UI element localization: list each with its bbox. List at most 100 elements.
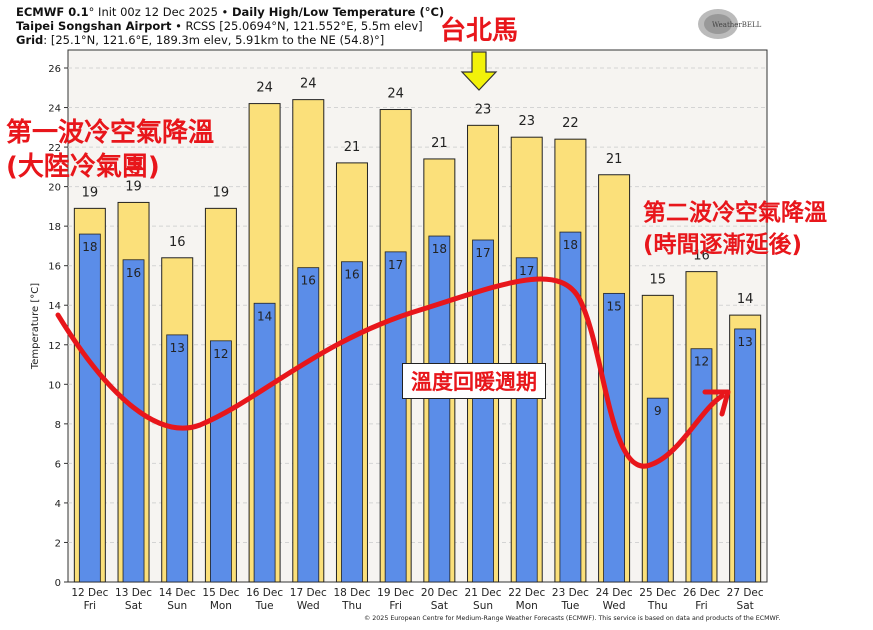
low-bar xyxy=(122,259,145,583)
model-deg: ° xyxy=(88,5,95,19)
x-tick-weekday: Sun xyxy=(473,600,493,612)
x-tick-label: 24 Dec xyxy=(596,587,633,599)
low-bar xyxy=(603,292,625,583)
x-tick-label: 15 Dec xyxy=(202,587,239,599)
init-time: Init 00z 12 Dec 2025 • xyxy=(94,5,232,19)
x-tick-label: 16 Dec xyxy=(246,587,283,599)
low-bar xyxy=(78,233,101,583)
low-label: 18 xyxy=(563,238,578,252)
low-label: 16 xyxy=(344,268,359,282)
low-label: 12 xyxy=(213,347,228,361)
high-label: 24 xyxy=(300,77,317,92)
low-label: 9 xyxy=(654,404,662,418)
x-tick-weekday: Sat xyxy=(431,600,448,612)
chart-title-line2: Taipei Songshan Airport • RCSS [25.0694°… xyxy=(16,19,423,33)
x-tick-label: 22 Dec xyxy=(508,587,545,599)
y-axis-label: Temperature [°C] xyxy=(30,283,41,370)
x-tick-weekday: Sat xyxy=(737,600,754,612)
high-label: 24 xyxy=(256,81,273,96)
x-tick-weekday: Fri xyxy=(84,600,97,612)
x-tick-weekday: Wed xyxy=(297,600,320,612)
high-label: 23 xyxy=(518,114,535,129)
high-label: 14 xyxy=(737,292,754,307)
x-tick-label: 27 Dec xyxy=(727,587,764,599)
low-label: 17 xyxy=(388,258,403,272)
low-bar xyxy=(646,397,669,583)
chart-title: Daily High/Low Temperature (°C) xyxy=(232,5,445,19)
high-label: 21 xyxy=(431,136,448,151)
low-bar xyxy=(559,231,582,583)
high-label: 19 xyxy=(82,185,99,200)
x-tick-label: 14 Dec xyxy=(159,587,196,599)
low-bar xyxy=(166,334,189,583)
grid-label: Grid xyxy=(16,33,44,47)
grid-info: : [25.1°N, 121.6°E, 189.3m elev, 5.91km … xyxy=(43,33,385,47)
low-bar xyxy=(297,267,320,583)
weatherbell-logo: WeatherBELL xyxy=(696,6,766,42)
x-tick-weekday: Sat xyxy=(125,600,142,612)
high-label: 21 xyxy=(606,152,623,167)
y-tick-label: 20 xyxy=(48,183,61,194)
low-label: 13 xyxy=(170,341,185,355)
low-label: 12 xyxy=(694,355,709,369)
low-label: 18 xyxy=(82,240,97,254)
marathon-annotation: 台北馬 xyxy=(440,16,519,46)
high-label: 19 xyxy=(213,185,230,200)
low-bar xyxy=(341,261,363,583)
copyright-credit: © 2025 European Centre for Medium-Range … xyxy=(364,615,781,622)
warm-period-annotation: 溫度回暖週期 xyxy=(402,363,546,399)
x-tick-weekday: Thu xyxy=(647,600,668,612)
x-tick-label: 17 Dec xyxy=(290,587,327,599)
low-label: 18 xyxy=(432,242,447,256)
high-label: 21 xyxy=(344,140,361,155)
chart-title-line3: Grid: [25.1°N, 121.6°E, 189.3m elev, 5.9… xyxy=(16,33,384,47)
wave1-annotation-line2: (大陸冷氣團) xyxy=(6,152,160,182)
high-label: 22 xyxy=(562,116,579,131)
x-tick-weekday: Fri xyxy=(695,600,708,612)
low-label: 17 xyxy=(475,246,490,260)
low-bar xyxy=(515,257,538,583)
y-tick-label: 24 xyxy=(48,104,61,115)
low-bar xyxy=(690,348,713,583)
x-tick-weekday: Sun xyxy=(167,600,187,612)
station-info: • RCSS [25.0694°N, 121.552°E, 5.5m elev] xyxy=(171,19,423,33)
y-tick-label: 2 xyxy=(55,538,61,549)
y-tick-label: 10 xyxy=(48,380,61,391)
wave2-annotation-line2: (時間逐漸延後) xyxy=(643,232,803,258)
x-tick-label: 26 Dec xyxy=(683,587,720,599)
y-tick-label: 26 xyxy=(48,64,61,75)
x-tick-weekday: Wed xyxy=(603,600,626,612)
svg-text:WeatherBELL: WeatherBELL xyxy=(712,21,762,29)
low-bar xyxy=(428,235,451,583)
low-bar xyxy=(472,239,494,583)
model-name: ECMWF 0.1 xyxy=(16,5,89,19)
high-label: 16 xyxy=(693,249,710,264)
low-bar xyxy=(734,328,757,583)
high-label: 15 xyxy=(650,272,667,287)
temperature-trend-curve xyxy=(55,276,725,469)
y-tick-label: 18 xyxy=(48,222,61,233)
station-name: Taipei Songshan Airport xyxy=(16,19,172,33)
low-bar xyxy=(253,302,276,583)
x-tick-label: 19 Dec xyxy=(377,587,414,599)
y-tick-label: 16 xyxy=(48,262,61,273)
high-label: 19 xyxy=(125,179,142,194)
low-bar xyxy=(210,340,232,583)
y-tick-label: 14 xyxy=(48,301,61,312)
x-tick-label: 25 Dec xyxy=(639,587,676,599)
high-label: 16 xyxy=(169,235,186,250)
chart-title-line1: ECMWF 0.1° Init 00z 12 Dec 2025 • Daily … xyxy=(16,5,444,19)
low-bar xyxy=(384,251,407,583)
x-tick-weekday: Mon xyxy=(516,600,538,612)
x-tick-label: 12 Dec xyxy=(71,587,108,599)
down-arrow-icon xyxy=(460,51,498,91)
trend-arrowhead-icon xyxy=(702,389,731,417)
y-tick-label: 6 xyxy=(55,459,61,470)
x-tick-label: 23 Dec xyxy=(552,587,589,599)
x-tick-weekday: Tue xyxy=(560,600,579,612)
x-tick-weekday: Tue xyxy=(255,600,274,612)
low-label: 14 xyxy=(257,309,272,323)
x-tick-label: 13 Dec xyxy=(115,587,152,599)
y-tick-label: 22 xyxy=(48,143,61,154)
